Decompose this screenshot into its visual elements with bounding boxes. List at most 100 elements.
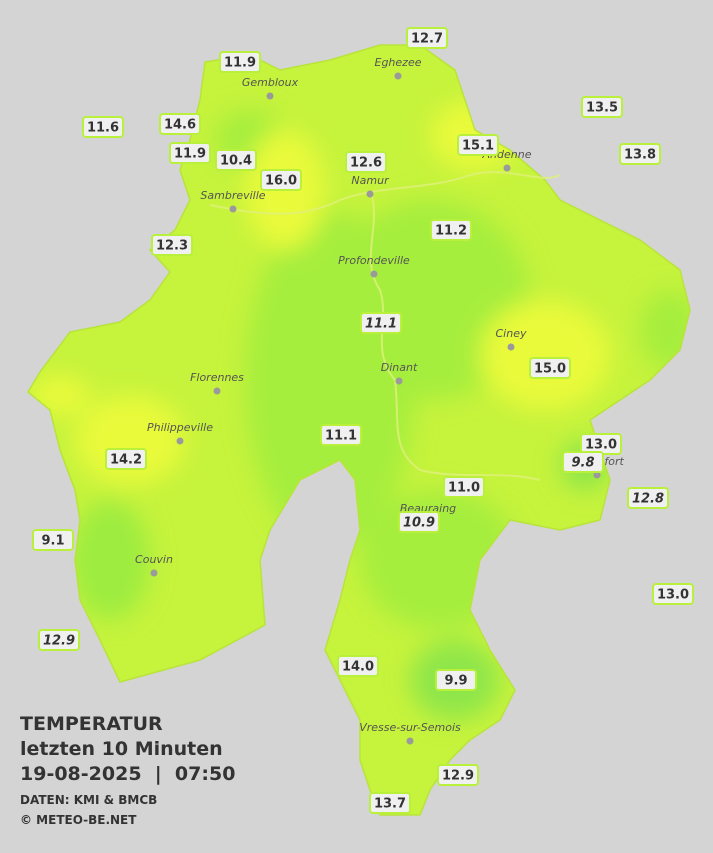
station-value: 11.9	[174, 147, 206, 162]
badge-box	[435, 669, 477, 691]
river	[209, 171, 561, 481]
badge-box	[443, 476, 485, 498]
city-label: Profondeville	[338, 254, 410, 267]
badge-box	[82, 116, 124, 138]
badge-box	[398, 511, 440, 533]
badge-box	[437, 764, 479, 786]
city-label: Vresse-sur-Semois	[359, 721, 461, 734]
station-value: 11.9	[224, 56, 256, 71]
badge-box	[169, 142, 211, 164]
city-dot	[503, 164, 511, 172]
badge-box	[430, 219, 472, 241]
city-dot	[266, 92, 274, 100]
city-label: Florennes	[190, 371, 244, 384]
badge-box	[457, 134, 499, 156]
badge-box	[360, 312, 402, 334]
city-dot	[394, 72, 402, 80]
city-dot	[213, 387, 221, 395]
station-value: 13.0	[657, 588, 689, 603]
badge-box	[105, 448, 147, 470]
station-badge: 9.9	[435, 669, 477, 691]
station-value: 14.6	[164, 118, 196, 133]
badge-box	[562, 451, 604, 473]
station-value: 13.7	[374, 797, 406, 812]
station-badge: 11.0	[443, 476, 485, 498]
station-value: 15.1	[462, 139, 494, 154]
station-badge: 11.9	[169, 142, 211, 164]
city-label: Couvin	[135, 553, 173, 566]
badge-box	[627, 487, 669, 509]
badge-box	[529, 357, 571, 379]
station-value: 12.9	[442, 769, 474, 784]
station-badge: 10.9	[398, 511, 440, 533]
city-label: Namur	[351, 174, 390, 187]
station-value: 12.8	[632, 492, 664, 507]
station-value: 9.9	[444, 674, 467, 689]
badge-box	[38, 629, 80, 651]
station-value: 12.3	[156, 239, 188, 254]
station-badge: 11.1	[360, 312, 402, 334]
station-value: 13.5	[586, 101, 618, 116]
station-value: 9.8	[571, 456, 594, 471]
city-dot	[229, 205, 237, 213]
city-label: Ciney	[496, 327, 527, 340]
badge-box	[159, 113, 201, 135]
station-badge: 12.9	[38, 629, 80, 651]
station-badge: 14.6	[159, 113, 201, 135]
station-value: 11.1	[325, 429, 357, 444]
station-value: 10.9	[403, 516, 435, 531]
station-value: 12.7	[411, 32, 443, 47]
station-badge: 13.5	[581, 96, 623, 118]
station-value: 9.1	[41, 534, 64, 549]
source: DATEN: KMI & BMCB	[20, 793, 157, 807]
city-label: Gembloux	[242, 76, 299, 89]
title: TEMPERATUR	[20, 713, 163, 735]
city-dot	[176, 437, 184, 445]
station-value: 13.8	[624, 148, 656, 163]
station-badge: 14.0	[337, 655, 379, 677]
city-dot	[150, 569, 158, 577]
station-value: 14.2	[110, 453, 142, 468]
station-badge: 13.7	[369, 792, 411, 814]
station-value: 11.1	[365, 317, 397, 332]
station-badge: 12.3	[151, 234, 193, 256]
station-badge: 12.7	[406, 27, 448, 49]
badge-box	[337, 655, 379, 677]
badge-box	[260, 169, 302, 191]
badge-box	[406, 27, 448, 49]
badge-box	[345, 151, 387, 173]
badge-box	[215, 149, 257, 171]
badge-box	[619, 143, 661, 165]
station-badge: 12.8	[627, 487, 669, 509]
station-badge: 13.8	[619, 143, 661, 165]
city-label: Sambreville	[200, 189, 265, 202]
badge-box	[151, 234, 193, 256]
station-badge: 9.1	[32, 529, 74, 551]
station-badge: 12.9	[437, 764, 479, 786]
city-label: Dinant	[381, 361, 418, 374]
station-value: 16.0	[265, 174, 297, 189]
station-value: 10.4	[220, 154, 252, 169]
badge-box	[581, 96, 623, 118]
station-badge: 16.0	[260, 169, 302, 191]
station-value: 11.6	[87, 121, 119, 136]
station-badge: 10.4	[215, 149, 257, 171]
station-badge: 11.2	[430, 219, 472, 241]
station-badge: 12.6	[345, 151, 387, 173]
station-badge: 14.2	[105, 448, 147, 470]
station-badge: 15.0	[529, 357, 571, 379]
station-value: 12.9	[43, 634, 75, 649]
city-dot	[370, 270, 378, 278]
city-dot	[366, 190, 374, 198]
station-value: 14.0	[342, 660, 374, 675]
station-value: 15.0	[534, 362, 566, 377]
city-dot	[406, 737, 414, 745]
city-dot	[593, 471, 601, 479]
station-badge: 9.8	[562, 451, 604, 473]
station-value: 12.6	[350, 156, 382, 171]
city-label: Eghezee	[375, 56, 422, 69]
city-label: Philippeville	[147, 421, 213, 434]
badge-box	[320, 424, 362, 446]
subtitle: letzten 10 Minuten	[20, 738, 223, 760]
